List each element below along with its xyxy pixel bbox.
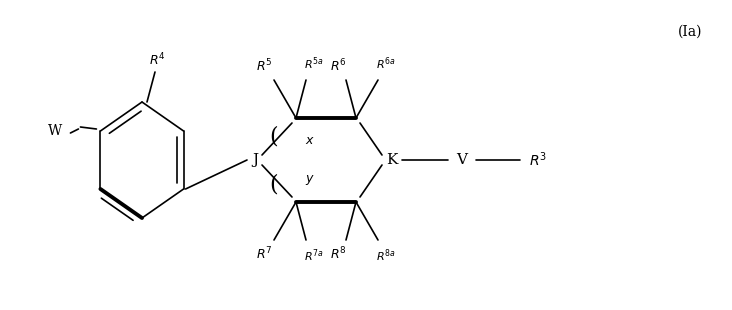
Text: $R^8$: $R^8$ [329,246,346,262]
Text: $R^{8a}$: $R^{8a}$ [376,248,396,264]
Text: $y$: $y$ [305,173,315,187]
Text: V: V [457,153,468,167]
Text: $R^3$: $R^3$ [529,151,547,169]
Text: (: ( [269,173,278,195]
Text: (: ( [269,125,278,147]
Text: $R^{6a}$: $R^{6a}$ [376,56,396,72]
Text: $x$: $x$ [305,134,315,147]
Text: J: J [252,153,258,167]
Text: $R^6$: $R^6$ [329,58,346,74]
Text: (Ia): (Ia) [678,25,702,39]
Text: $R^{5a}$: $R^{5a}$ [305,56,324,72]
Text: $R^7$: $R^7$ [255,246,272,262]
Text: K: K [386,153,397,167]
Text: $R^4$: $R^4$ [149,52,165,68]
Text: W: W [48,124,62,138]
Text: $R^{7a}$: $R^{7a}$ [305,248,324,264]
Text: $R^5$: $R^5$ [255,58,272,74]
